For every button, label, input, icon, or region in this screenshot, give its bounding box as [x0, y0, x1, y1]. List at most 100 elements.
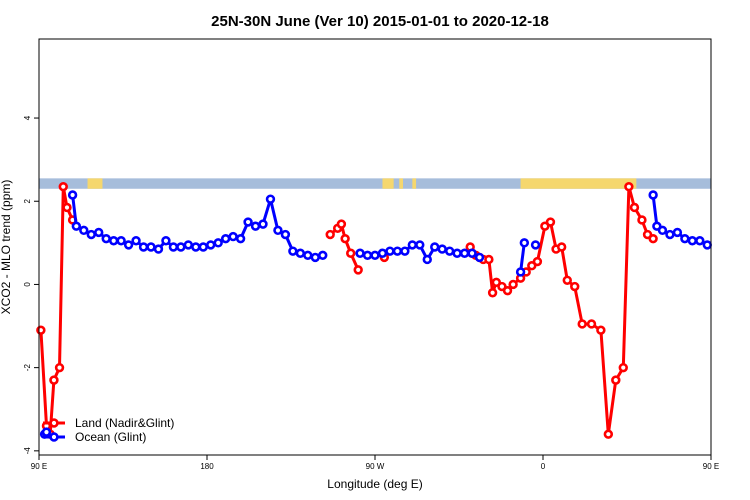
- data-point: [213, 238, 223, 248]
- data-point: [362, 250, 373, 261]
- data-point: [437, 244, 447, 254]
- land-band: [520, 178, 637, 189]
- data-point: [519, 238, 530, 248]
- data-point: [340, 233, 350, 244]
- data-point: [101, 233, 111, 244]
- data-point: [695, 236, 705, 246]
- data-point: [116, 236, 126, 246]
- data-point: [370, 250, 380, 261]
- data-point: [79, 225, 89, 236]
- data-point: [353, 265, 363, 275]
- data-point: [191, 242, 201, 252]
- data-point: [392, 246, 403, 256]
- data-point: [422, 254, 432, 265]
- x-tick-label: 90 E: [703, 462, 719, 471]
- data-point: [637, 215, 647, 225]
- data-point: [346, 248, 356, 258]
- data-point: [687, 236, 698, 246]
- data-point: [515, 267, 526, 277]
- data-point: [138, 242, 149, 252]
- x-tick-label: 90 W: [366, 462, 385, 471]
- series-ocean-glint: [39, 190, 712, 439]
- data-point: [415, 240, 425, 250]
- data-point: [577, 319, 587, 329]
- data-point: [153, 244, 164, 254]
- data-point: [385, 246, 395, 256]
- data-point: [183, 240, 194, 250]
- data-point: [265, 194, 276, 204]
- y-tick-label: 2: [23, 198, 32, 203]
- data-point: [58, 181, 68, 192]
- data-point: [325, 229, 335, 240]
- data-point: [665, 229, 675, 240]
- data-point: [108, 236, 119, 246]
- data-point: [161, 236, 171, 246]
- data-point: [355, 248, 365, 258]
- x-tick-label: 90 E: [31, 462, 47, 471]
- data-point: [62, 202, 72, 213]
- legend: Land (Nadir&Glint)Ocean (Glint): [43, 416, 174, 444]
- series-line: [519, 242, 526, 273]
- data-point: [603, 429, 614, 439]
- series-line: [468, 185, 654, 436]
- legend-marker: [49, 418, 59, 428]
- land-ocean-strip: [39, 178, 711, 189]
- data-point: [280, 229, 291, 240]
- series-line: [39, 185, 74, 436]
- data-point: [618, 362, 628, 373]
- series-layer: [36, 181, 712, 439]
- data-point: [702, 240, 712, 250]
- data-point: [680, 233, 690, 244]
- y-tick-label: -2: [23, 364, 32, 372]
- data-point: [94, 227, 104, 238]
- data-point: [86, 229, 96, 240]
- data-point: [243, 217, 253, 227]
- data-point: [570, 281, 580, 292]
- data-point: [131, 236, 141, 246]
- chart-title: 25N-30N June (Ver 10) 2015-01-01 to 2020…: [211, 13, 549, 30]
- x-axis-label: Longitude (deg E): [327, 477, 422, 491]
- data-point: [41, 427, 52, 437]
- data-point: [206, 240, 216, 250]
- data-point: [258, 219, 268, 229]
- data-point: [198, 242, 208, 252]
- data-point: [235, 233, 246, 244]
- data-point: [146, 242, 156, 252]
- y-tick-label: -4: [23, 447, 32, 455]
- data-point: [452, 248, 462, 258]
- land-band: [382, 178, 394, 189]
- data-point: [444, 246, 455, 256]
- data-point: [556, 242, 567, 252]
- legend-marker: [49, 432, 59, 442]
- data-point: [303, 250, 313, 261]
- legend-label: Ocean (Glint): [75, 430, 146, 444]
- data-point: [273, 225, 283, 236]
- data-point: [545, 217, 556, 227]
- land-band: [87, 178, 103, 189]
- data-point: [530, 240, 541, 250]
- data-point: [310, 252, 320, 263]
- data-point: [508, 279, 518, 290]
- plot-frame: [38, 38, 712, 456]
- series-land-nadir-glint: [36, 181, 658, 439]
- land-band: [412, 178, 417, 189]
- axes: 90 E 180 90 W 0 90 E -4 -2 0 2 4: [23, 115, 719, 471]
- data-point: [123, 240, 134, 250]
- data-point: [71, 221, 82, 231]
- data-point: [467, 248, 477, 258]
- data-point: [611, 375, 621, 385]
- data-point: [502, 285, 513, 296]
- y-tick-label: 0: [23, 282, 32, 287]
- data-point: [586, 319, 597, 329]
- data-point: [318, 250, 328, 261]
- land-band: [399, 178, 403, 189]
- data-point: [459, 248, 470, 258]
- data-point: [484, 254, 494, 265]
- data-point: [250, 221, 261, 231]
- data-point: [672, 227, 683, 238]
- data-point: [49, 375, 59, 385]
- data-point: [487, 288, 498, 298]
- ocean-band: [39, 178, 711, 189]
- data-point: [648, 233, 658, 244]
- legend-label: Land (Nadir&Glint): [75, 416, 174, 430]
